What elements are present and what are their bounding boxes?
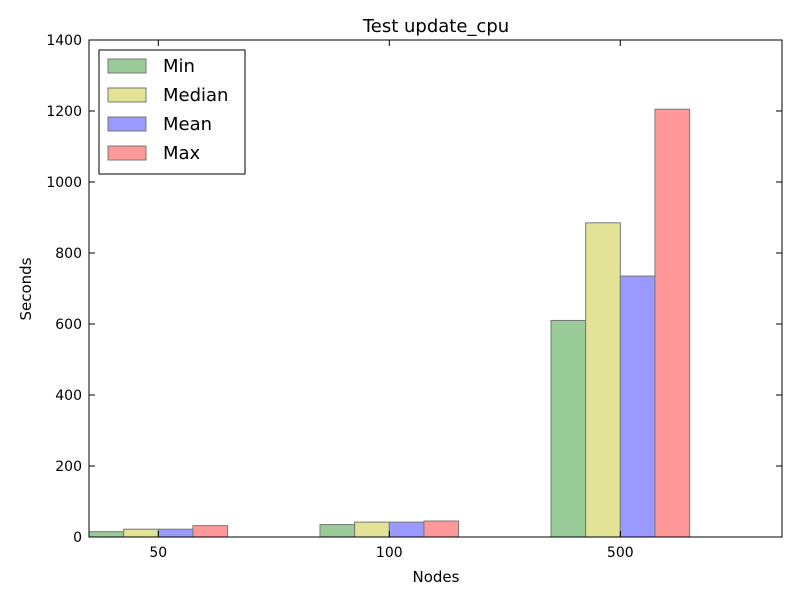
y-tick-label: 600: [55, 317, 82, 333]
y-tick-label: 1200: [46, 104, 82, 120]
legend-swatch-median: [107, 87, 147, 103]
bar-min-100: [319, 524, 356, 538]
plot-area-frame: [88, 39, 783, 538]
legend-swatch-min: [107, 58, 147, 74]
legend: Min Median Mean Max: [98, 49, 246, 175]
bar-max-100: [423, 520, 460, 538]
legend-swatch-mean: [107, 116, 147, 132]
bar-median-100: [354, 521, 390, 538]
bar-mean-500: [619, 275, 656, 538]
legend-label-mean: Mean: [163, 114, 212, 135]
y-tick-label: 0: [73, 530, 82, 546]
bar-max-500: [654, 108, 691, 538]
y-tick-label: 400: [55, 388, 82, 404]
legend-label-min: Min: [163, 56, 195, 77]
y-tick-label: 1400: [46, 33, 82, 49]
legend-label-max: Max: [163, 143, 201, 164]
legend-label-median: Median: [163, 85, 228, 106]
x-axis-label: Nodes: [413, 568, 460, 586]
x-tick-label: 500: [607, 545, 634, 561]
bar-median-50: [123, 528, 159, 538]
bar-median-500: [585, 222, 621, 538]
y-tick-label: 800: [55, 246, 82, 262]
y-tick-label: 1000: [46, 175, 82, 191]
bar-max-50: [192, 525, 229, 538]
bar-min-500: [550, 319, 587, 538]
bar-min-50: [88, 531, 125, 538]
y-tick-label: 200: [55, 459, 82, 475]
x-tick-label: 100: [376, 545, 403, 561]
y-axis-label: Seconds: [17, 257, 35, 320]
bar-mean-50: [157, 528, 194, 538]
x-tick-label: 50: [149, 545, 167, 561]
ticks-group: 0 200 400 600 800 1000 1200 1400 50 100 500: [46, 33, 782, 561]
chart-title: Test update_cpu: [362, 16, 509, 37]
bar-mean-100: [388, 521, 425, 538]
legend-swatch-max: [107, 145, 147, 161]
